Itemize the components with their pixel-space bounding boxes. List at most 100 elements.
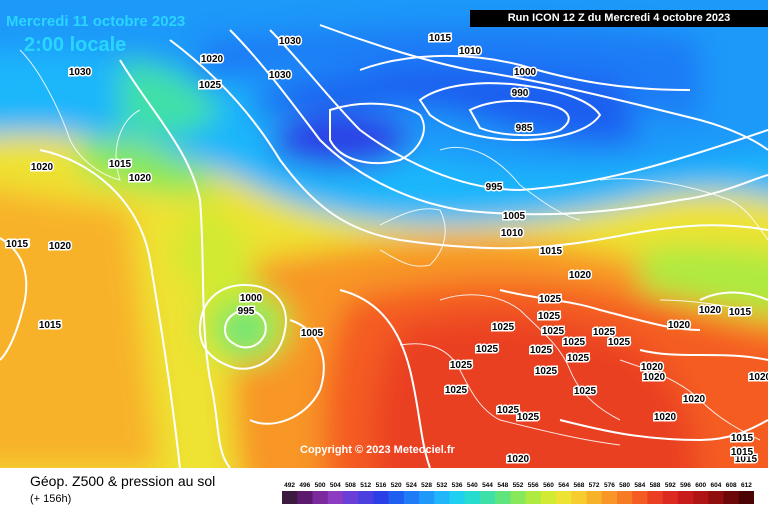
scale-swatch [495,491,511,504]
isobar-label: 1025 [199,80,222,91]
z500-color-field [0,0,768,468]
isobar-label-halo: 1020 [641,362,664,373]
scale-tick-label: 604 [710,482,721,489]
scale-swatch [662,491,679,504]
isobar-label-halo: 1015 [731,447,754,458]
isobar-label-halo: 1015 [109,159,132,170]
legend-title: Géop. Z500 & pression au sol [30,473,216,489]
isobar-label-halo: 1015 [6,239,29,250]
isobar-label: 1025 [574,386,597,397]
forecast-date: Mercredi 11 octobre 2023 [6,13,186,30]
scale-tick-label: 544 [482,482,493,489]
isobar-label-halo: 1025 [567,353,590,364]
scale-swatch [525,491,542,504]
isobar-label: 1020 [641,362,664,373]
isobar-label-halo: 1020 [569,270,592,281]
scale-tick-label: 540 [467,482,478,489]
isobar-label: 1020 [49,241,72,252]
isobar-label: 1020 [569,270,592,281]
scale-tick-label: 520 [391,482,402,489]
scale-swatch [297,491,313,504]
isobar-label: 1030 [69,67,92,78]
isobar-label: 1025 [450,360,473,371]
isobar-label-halo: 1025 [538,311,561,322]
isobar-label-halo: 1020 [201,54,224,65]
color-scale: 492 496 500 504 508 512 516 520 524 528 532 536 540 5… [282,482,754,504]
isobar-label-halo: 1025 [542,326,565,337]
isobar-label: 1020 [699,305,722,316]
isobar-label-halo: 1025 [563,337,586,348]
isobar-label: 1020 [668,320,691,331]
isobar-label: 1025 [538,311,561,322]
isobar-label-halo: 1025 [492,322,515,333]
scale-swatch [601,491,618,504]
isobar-label-halo: 1025 [539,294,562,305]
scale-tick-label: 496 [299,482,310,489]
isobar-label-halo: 1025 [530,345,553,356]
isobar-label-halo: 1020 [507,454,530,465]
isobar-label-halo: 1030 [69,67,92,78]
isobar-label: 1015 [109,159,132,170]
scale-tick-label: 512 [360,482,371,489]
scale-swatch [358,491,374,504]
scale-tick-label: 556 [528,482,539,489]
isobar-label-halo: 1010 [501,228,524,239]
isobar-label: 1005 [503,211,526,222]
scale-swatch [373,491,389,504]
isobar-label: 1030 [279,36,302,47]
isobar-label: 1015 [731,447,754,458]
isobar-label: 1025 [567,353,590,364]
scale-swatch [556,491,572,504]
scale-swatch [723,491,739,504]
isobar-label-halo: 1015 [7,239,30,250]
scale-swatch [434,491,450,504]
isobar-label: 1025 [530,345,553,356]
scale-tick-label: 500 [315,482,326,489]
scale-tick-label: 516 [376,482,387,489]
scale-swatch [738,491,754,504]
isobar-label-halo: 1025 [608,337,631,348]
geopotential-map: 1030103010301030102510251020102010301030… [0,0,768,468]
scale-tick-label: 600 [695,482,706,489]
isobar-label: 1025 [497,405,520,416]
isobar-label-halo: 1015 [429,33,452,44]
isobar-label: 1020 [683,394,706,405]
scale-tick-label: 524 [406,482,417,489]
isobar-label: 1015 [39,320,62,331]
isobar-label: 1025 [476,344,499,355]
isobar-label-halo: 1015 [735,454,758,465]
isobar-label-halo: 1020 [31,162,54,173]
isobar-label-halo: 1025 [199,80,222,91]
isobar-label: 1025 [517,412,540,423]
isobar-label-halo: 1025 [593,327,616,338]
scale-swatch [632,491,648,504]
scale-tick-label: 568 [573,482,584,489]
isobar-label-halo: 985 [516,123,533,134]
scale-tick-label: 508 [345,482,356,489]
isobar-label: 1000 [514,67,537,78]
scale-tick-label: 612 [741,482,752,489]
isobars [0,24,768,468]
isobar-label: 1015 [429,33,452,44]
isobar-label: 1000 [240,293,263,304]
isobar-label: 1015 [735,454,758,465]
scale-tick-label: 528 [421,482,432,489]
scale-tick-label: 532 [436,482,447,489]
scale-tick-label: 588 [650,482,661,489]
isobar-label: 1020 [507,454,530,465]
isobar-labels: 1030103010301030102510251020102010301030… [4,32,768,467]
isobar-label-halo: 1020 [749,372,768,383]
isobar-label-halo: 1015 [39,320,62,331]
isobar-label: 1025 [563,337,586,348]
scale-tick-label: 504 [330,482,341,489]
isobar-label-halo: 1030 [269,70,292,81]
isobar-label: 1020 [129,173,152,184]
scale-swatch [479,491,496,504]
isobar-label-halo: 990 [512,88,529,99]
isobar-label: 1020 [643,372,666,383]
isobar-label-halo: 995 [238,306,255,317]
scale-swatch [388,491,405,504]
isobar-label-halo: 1015 [729,307,752,318]
isobar-label: 1025 [492,322,515,333]
scale-swatch [449,491,465,504]
